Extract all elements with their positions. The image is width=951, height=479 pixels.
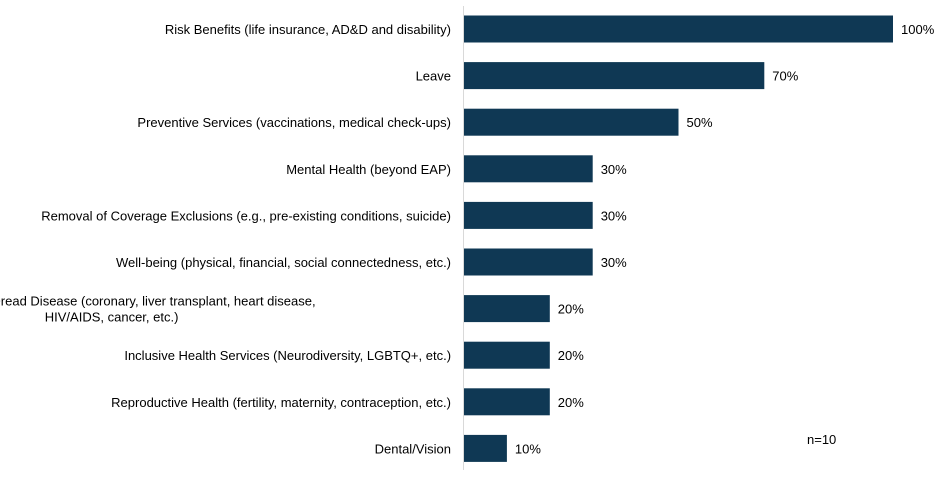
bars-group (464, 15, 893, 462)
category-label: Dental/Vision (375, 441, 451, 456)
category-label-line: Critical Illness/Dread Disease (coronary… (0, 294, 316, 309)
value-label: 100% (901, 22, 935, 37)
category-label: Risk Benefits (life insurance, AD&D and … (165, 22, 451, 37)
value-label: 70% (772, 69, 798, 84)
category-label-line: Preventive Services (vaccinations, medic… (137, 115, 451, 130)
category-labels-group: Risk Benefits (life insurance, AD&D and … (0, 22, 451, 456)
bar (464, 248, 593, 276)
value-label: 30% (601, 208, 627, 223)
category-label: Well-being (physical, financial, social … (116, 255, 451, 270)
category-label-line: Risk Benefits (life insurance, AD&D and … (165, 22, 451, 37)
bar (464, 155, 593, 183)
bar (464, 295, 550, 323)
category-label-line: Mental Health (beyond EAP) (286, 162, 451, 177)
category-label-line: Inclusive Health Services (Neurodiversit… (124, 348, 451, 363)
bar (464, 434, 507, 462)
value-label: 50% (687, 115, 713, 130)
category-label: Mental Health (beyond EAP) (286, 162, 451, 177)
category-label-line: Leave (416, 69, 451, 84)
bar (464, 201, 593, 229)
sample-size-note: n=10 (807, 432, 836, 447)
category-label: Critical Illness/Dread Disease (coronary… (0, 294, 316, 325)
bar (464, 15, 893, 43)
value-label: 30% (601, 255, 627, 270)
value-label: 20% (558, 348, 584, 363)
bar (464, 108, 679, 136)
category-label: Leave (416, 69, 451, 84)
category-label: Preventive Services (vaccinations, medic… (137, 115, 451, 130)
bar (464, 388, 550, 416)
bar (464, 62, 765, 90)
category-label-line: Well-being (physical, financial, social … (116, 255, 451, 270)
category-label-line: Dental/Vision (375, 441, 451, 456)
category-label-line: Reproductive Health (fertility, maternit… (111, 395, 451, 410)
value-label: 20% (558, 302, 584, 317)
value-label: 20% (558, 395, 584, 410)
value-label: 30% (601, 162, 627, 177)
category-label: Removal of Coverage Exclusions (e.g., pr… (41, 208, 451, 223)
category-label: Inclusive Health Services (Neurodiversit… (124, 348, 451, 363)
bar (464, 341, 550, 369)
value-label: 10% (515, 441, 541, 456)
category-label-line: HIV/AIDS, cancer, etc.) (45, 310, 179, 325)
category-label: Reproductive Health (fertility, maternit… (111, 395, 451, 410)
category-label-line: Removal of Coverage Exclusions (e.g., pr… (41, 208, 451, 223)
value-labels-group: 100% 70% 50% 30% 30% 30% 20% 20% 20% 10% (515, 22, 935, 456)
